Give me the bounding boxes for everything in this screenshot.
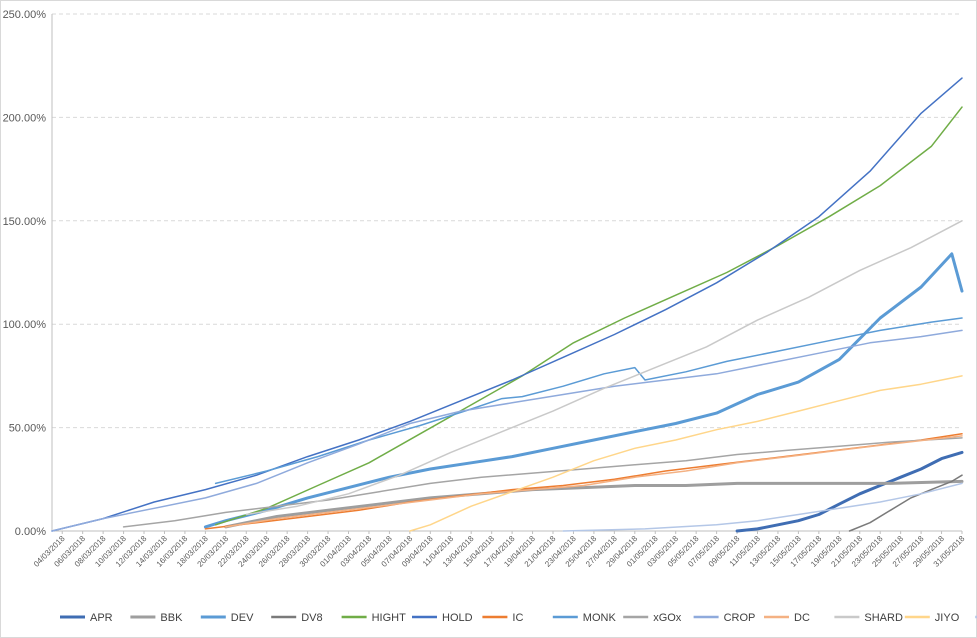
legend-label-shard: SHARD <box>864 612 903 624</box>
y-tick-label: 200.00% <box>3 112 47 124</box>
series-line-dev <box>203 252 964 529</box>
series-line-monk <box>214 317 963 485</box>
legend-label-xgox: xGOx <box>653 612 682 624</box>
legend-label-crop: CROP <box>724 612 756 624</box>
legend-label-bbk: BBK <box>160 612 183 624</box>
y-tick-label: 250.00% <box>3 9 47 21</box>
series-line-ic <box>204 433 963 530</box>
legend-label-dev: DEV <box>231 612 254 624</box>
series-line-xgox <box>122 437 963 528</box>
series-line-dc <box>225 435 963 528</box>
legend-label-hight: HIGHT <box>372 612 407 624</box>
legend-label-monk: MONK <box>583 612 617 624</box>
legend-label-jiyo: JIYO <box>935 612 960 624</box>
series-line-dv8 <box>848 474 963 532</box>
series-line-bbk <box>224 479 964 529</box>
legend-label-dc: DC <box>794 612 810 624</box>
series-line-hight <box>214 106 963 526</box>
series-line-hold <box>51 77 963 532</box>
series-line-shard <box>245 220 963 516</box>
y-tick-label: 100.00% <box>3 319 47 331</box>
series-line-crop <box>51 329 963 532</box>
series-line-apr <box>735 450 964 533</box>
y-tick-label: 150.00% <box>3 216 47 228</box>
y-tick-label: 0.00% <box>15 526 46 538</box>
legend-label-ic: IC <box>512 612 523 624</box>
legend-label-dv8: DV8 <box>301 612 322 624</box>
series-line-drv <box>562 482 963 532</box>
series-line-jiyo <box>409 375 963 532</box>
y-tick-label: 50.00% <box>9 423 47 435</box>
legend-label-apr: APR <box>90 612 113 624</box>
legend-label-hold: HOLD <box>442 612 473 624</box>
